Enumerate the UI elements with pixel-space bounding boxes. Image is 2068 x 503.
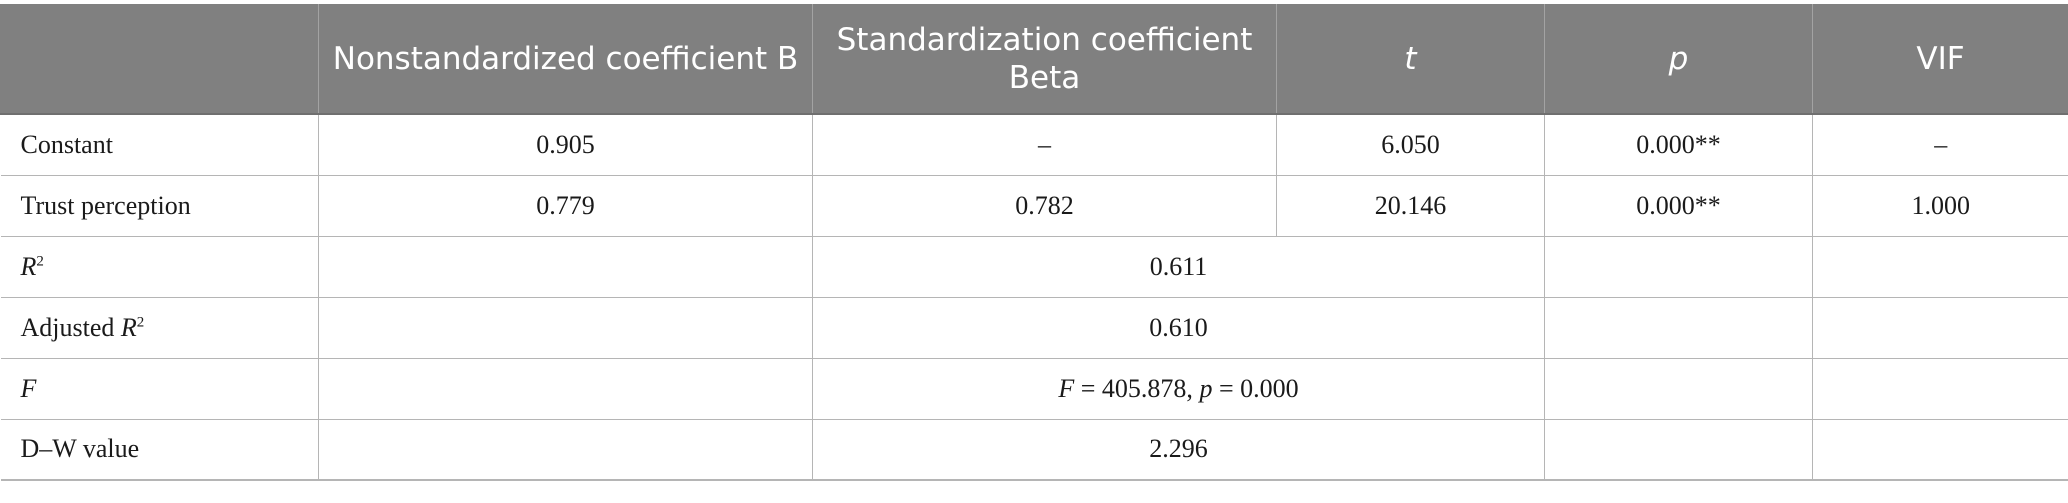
table-row-constant: Constant 0.905 – 6.050 0.000** – — [0, 113, 2068, 176]
cell-empty — [1544, 296, 1813, 359]
cell-p: 0.000** — [1544, 113, 1813, 176]
row-label-f: F — [0, 357, 319, 420]
cell-b: 0.779 — [318, 174, 813, 237]
cell-beta: – — [812, 113, 1277, 176]
cell-empty — [318, 235, 813, 298]
table-row-adjusted-r-squared: Adjusted R2 0.610 — [0, 296, 2068, 359]
cell-t: 6.050 — [1276, 113, 1545, 176]
table-body: Constant 0.905 – 6.050 0.000** – Trust p… — [0, 113, 2068, 481]
regression-table: Nonstandardized coefficient B Standardiz… — [0, 4, 2068, 481]
cell-p: 0.000** — [1544, 174, 1813, 237]
header-p: p — [1544, 4, 1813, 115]
row-label-r-squared: R2 — [0, 235, 319, 298]
table-row-trust-perception: Trust perception 0.779 0.782 20.146 0.00… — [0, 174, 2068, 237]
adjusted-r-var: R — [120, 312, 137, 342]
cell-empty — [318, 357, 813, 420]
cell-empty — [1544, 418, 1813, 481]
cell-empty — [1812, 296, 2068, 359]
table-row-f: F F = 405.878, p = 0.000 — [0, 357, 2068, 420]
r-var: R — [20, 251, 37, 281]
cell-t: 20.146 — [1276, 174, 1545, 237]
cell-empty — [318, 418, 813, 481]
header-row-label — [0, 4, 319, 115]
f-var: F — [1058, 373, 1075, 403]
row-label: Trust perception — [0, 174, 319, 237]
row-label-adjusted-r-squared: Adjusted R2 — [0, 296, 319, 359]
r-superscript: 2 — [36, 252, 44, 269]
f-val: = 405.878, — [1074, 373, 1200, 403]
header-t: t — [1276, 4, 1545, 115]
adjusted-r-superscript: 2 — [136, 313, 145, 330]
cell-f-value: F = 405.878, p = 0.000 — [812, 357, 1545, 420]
cell-adjusted-r-squared-value: 0.610 — [812, 296, 1545, 359]
header-vif: VIF — [1812, 4, 2068, 115]
p-val: = 0.000 — [1212, 373, 1299, 403]
table-header: Nonstandardized coefficient B Standardiz… — [0, 4, 2068, 115]
row-label-dw: D–W value — [0, 418, 319, 481]
cell-empty — [318, 296, 813, 359]
header-standardized-beta: Standardization coefficient Beta — [812, 4, 1277, 115]
cell-empty — [1544, 357, 1813, 420]
header-row: Nonstandardized coefficient B Standardiz… — [0, 4, 2068, 115]
table-row-r-squared: R2 0.611 — [0, 235, 2068, 298]
adjusted-prefix: Adjusted — [20, 312, 121, 342]
cell-beta: 0.782 — [812, 174, 1277, 237]
cell-vif: 1.000 — [1812, 174, 2068, 237]
cell-empty — [1812, 357, 2068, 420]
row-label: Constant — [0, 113, 319, 176]
header-nonstandardized-b: Nonstandardized coefficient B — [318, 4, 813, 115]
cell-empty — [1812, 418, 2068, 481]
p-var: p — [1199, 373, 1213, 403]
cell-empty — [1812, 235, 2068, 298]
cell-vif: – — [1812, 113, 2068, 176]
cell-empty — [1544, 235, 1813, 298]
cell-b: 0.905 — [318, 113, 813, 176]
cell-dw-value: 2.296 — [812, 418, 1545, 481]
cell-r-squared-value: 0.611 — [812, 235, 1545, 298]
table-row-dw: D–W value 2.296 — [0, 418, 2068, 481]
